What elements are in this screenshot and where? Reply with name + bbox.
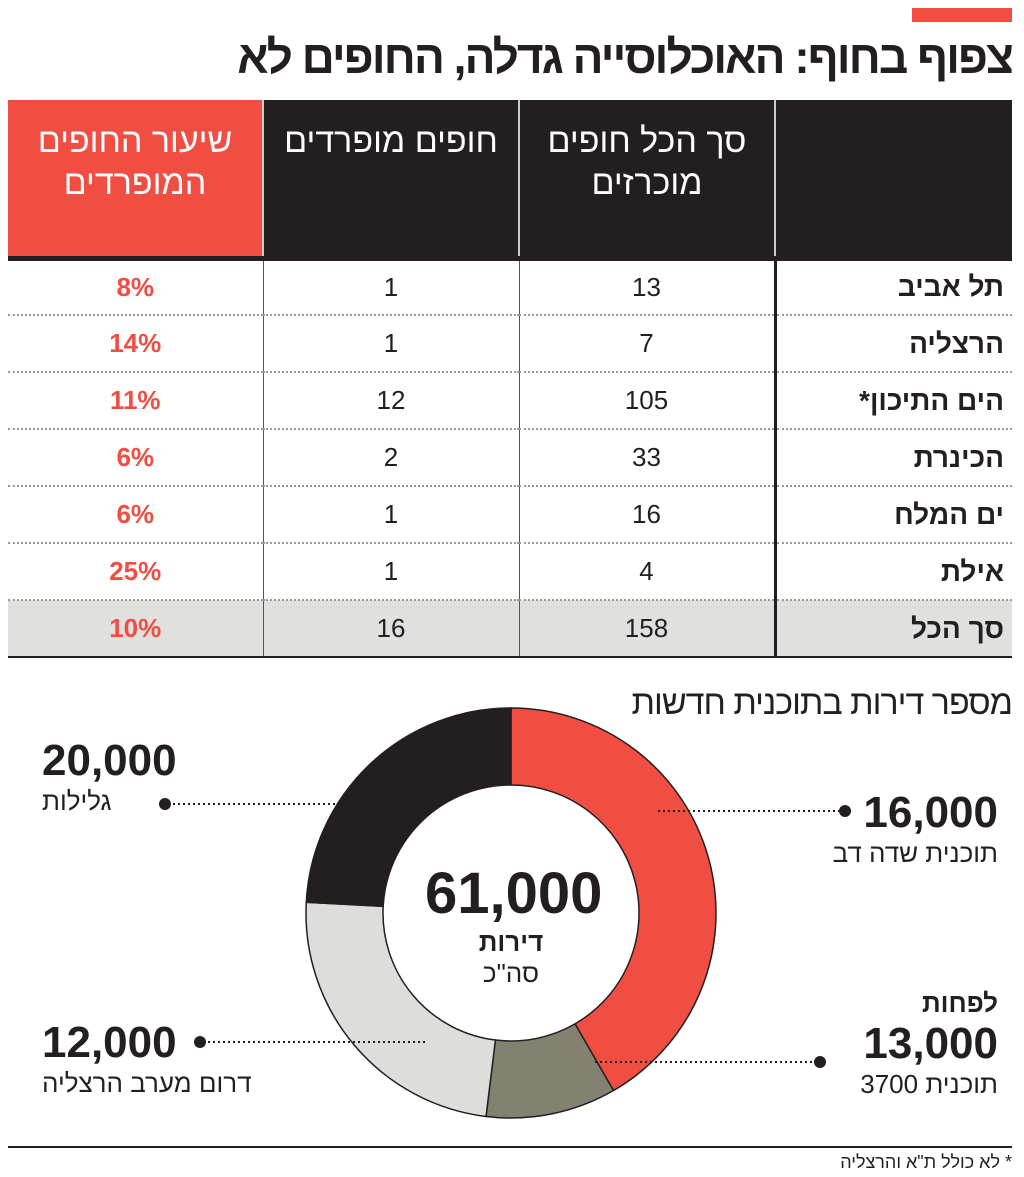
slice-label: תוכנית 3700	[860, 1069, 998, 1099]
cell-total: 16	[518, 486, 775, 544]
label-glilot: 20,000 גלילות	[42, 736, 177, 817]
header-city	[774, 100, 1012, 261]
label-herzliya: 12,000 דרום מערב הרצליה	[42, 1018, 252, 1099]
cell-city: תל אביב	[773, 258, 1012, 316]
center-note: סה"כ	[482, 958, 540, 988]
slice-value: 12,000	[42, 1018, 177, 1067]
cell-city: אילת	[773, 543, 1012, 601]
label-3700: לפחות 13,000 תוכנית 3700	[860, 988, 998, 1100]
cell-rate: 8%	[8, 258, 263, 316]
slice-value: 20,000	[42, 736, 177, 785]
cell-city: סך הכל	[773, 600, 1012, 658]
cell-rate: 14%	[8, 315, 263, 373]
cell-rate: 25%	[8, 543, 263, 601]
slice-value: 16,000	[863, 788, 998, 837]
label-sde-dov: 16,000 תוכנית שדה דב	[833, 788, 998, 869]
cell-total: 158	[518, 600, 775, 658]
cell-rate: 6%	[8, 486, 263, 544]
cell-total: 105	[518, 372, 775, 430]
table-row: סך הכל 158 16 10%	[8, 600, 1012, 658]
slice-3	[305, 707, 512, 908]
table-row: אילת 4 1 25%	[8, 543, 1012, 601]
cell-separated: 1	[262, 258, 519, 316]
slice-0	[510, 707, 717, 1092]
cell-city: הים התיכון*	[773, 372, 1012, 430]
chart-title: מספר דירות בתוכנית חדשות	[631, 684, 1013, 722]
slice-2	[305, 901, 497, 1118]
cell-separated: 2	[262, 429, 519, 487]
slice-prefix: לפחות	[921, 988, 998, 1018]
table-row: הרצליה 7 1 14%	[8, 315, 1012, 373]
cell-rate: 6%	[8, 429, 263, 487]
header-total: סך הכל חופים מוכרזים	[518, 100, 775, 261]
leader-dot	[159, 798, 171, 810]
cell-city: הרצליה	[773, 315, 1012, 373]
cell-total: 33	[518, 429, 775, 487]
slice-label: דרום מערב הרצליה	[42, 1068, 252, 1098]
table-row: הכינרת 33 2 6%	[8, 429, 1012, 487]
cell-total: 13	[518, 258, 775, 316]
cell-rate: 11%	[8, 372, 263, 430]
cell-separated: 16	[262, 600, 519, 658]
accent-bar	[912, 8, 1012, 22]
table-row: ים המלח 16 1 6%	[8, 486, 1012, 544]
divider	[8, 1146, 1012, 1148]
table-row: תל אביב 13 1 8%	[8, 258, 1012, 316]
cell-total: 4	[518, 543, 775, 601]
leader-dot	[839, 805, 851, 817]
cell-separated: 1	[262, 315, 519, 373]
center-unit: דירות	[478, 927, 544, 957]
slice-value: 13,000	[863, 1019, 998, 1068]
beaches-table: סך הכל חופים מוכרזים חופים מופרדים שיעור…	[8, 100, 1012, 658]
leader-dot	[194, 1036, 206, 1048]
cell-separated: 12	[262, 372, 519, 430]
slice-label: גלילות	[42, 786, 112, 816]
cell-total: 7	[518, 315, 775, 373]
center-value: 61,000	[425, 861, 603, 926]
table-row: הים התיכון* 105 12 11%	[8, 372, 1012, 430]
leader-dot	[814, 1056, 826, 1068]
cell-city: הכינרת	[773, 429, 1012, 487]
cell-city: ים המלח	[773, 486, 1012, 544]
cell-rate: 10%	[8, 600, 263, 658]
header-separated: חופים מופרדים	[262, 100, 519, 261]
cell-separated: 1	[262, 543, 519, 601]
footnote: * לא כולל ת"א והרצליה	[840, 1152, 1012, 1172]
slice-label: תוכנית שדה דב	[832, 838, 998, 868]
header-rate: שיעור החופים המופרדים	[8, 100, 263, 261]
cell-separated: 1	[262, 486, 519, 544]
page-title: צפוף בחוף: האוכלוסייה גדלה, החופים לא	[237, 31, 1014, 83]
